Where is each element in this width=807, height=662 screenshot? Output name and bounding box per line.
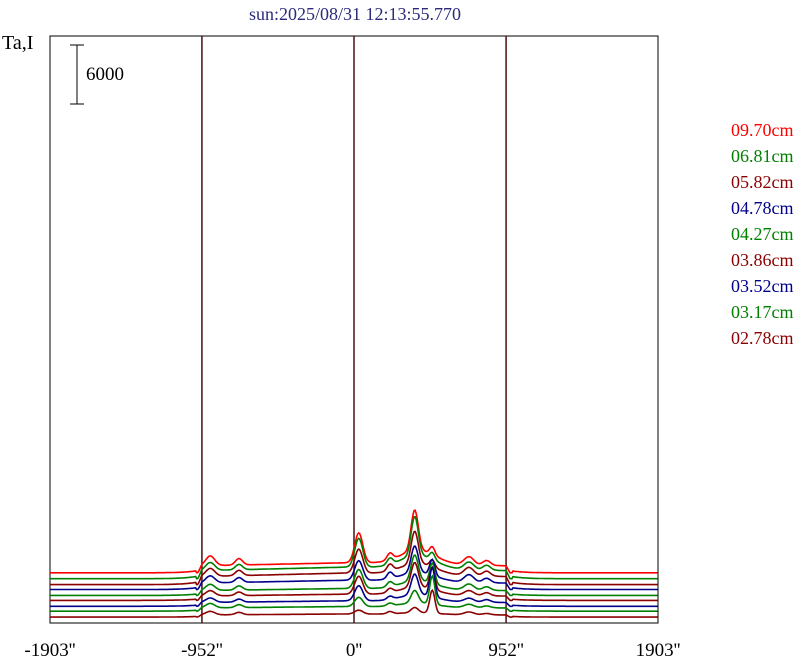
chart-title: sun:2025/08/31 12:13:55.770 <box>249 4 461 24</box>
x-tick-label: 1903'' <box>636 640 681 661</box>
legend-item: 06.81cm <box>731 146 794 166</box>
series-line-03.52cm <box>50 565 658 608</box>
legend-item: 03.17cm <box>731 302 794 322</box>
x-tick-label: -1903'' <box>24 640 75 661</box>
legend-item: 02.78cm <box>731 328 794 348</box>
legend-item: 04.27cm <box>731 224 794 244</box>
series-line-05.82cm <box>50 530 658 586</box>
legend-item: 04.78cm <box>731 198 794 218</box>
series-line-09.70cm <box>50 509 658 574</box>
series-line-06.81cm <box>50 515 658 580</box>
x-tick-label: 952'' <box>488 640 523 661</box>
series-line-02.78cm <box>50 588 658 618</box>
x-tick-label: -952'' <box>181 640 223 661</box>
series-line-03.17cm <box>50 574 658 613</box>
x-tick-label: 0'' <box>346 640 362 661</box>
series-line-04.27cm <box>50 554 658 597</box>
legend-item: 03.52cm <box>731 276 794 296</box>
x-tick-labels: -1903'' -952'' 0'' 952'' 1903'' <box>24 640 680 661</box>
series-layer <box>50 509 658 618</box>
legend-item: 03.86cm <box>731 250 794 270</box>
legend-item: 05.82cm <box>731 172 794 192</box>
intensity-scale-bar: 6000 <box>70 44 124 105</box>
scale-bar-label: 6000 <box>86 64 124 85</box>
legend-item: 09.70cm <box>731 120 794 140</box>
series-line-03.86cm <box>50 561 658 602</box>
legend: 09.70cm 06.81cm 05.82cm 04.78cm 04.27cm 03.86… <box>731 120 794 348</box>
series-line-04.78cm <box>50 545 658 591</box>
y-axis-label: Ta,I <box>2 32 33 54</box>
vertical-markers <box>201 36 507 623</box>
